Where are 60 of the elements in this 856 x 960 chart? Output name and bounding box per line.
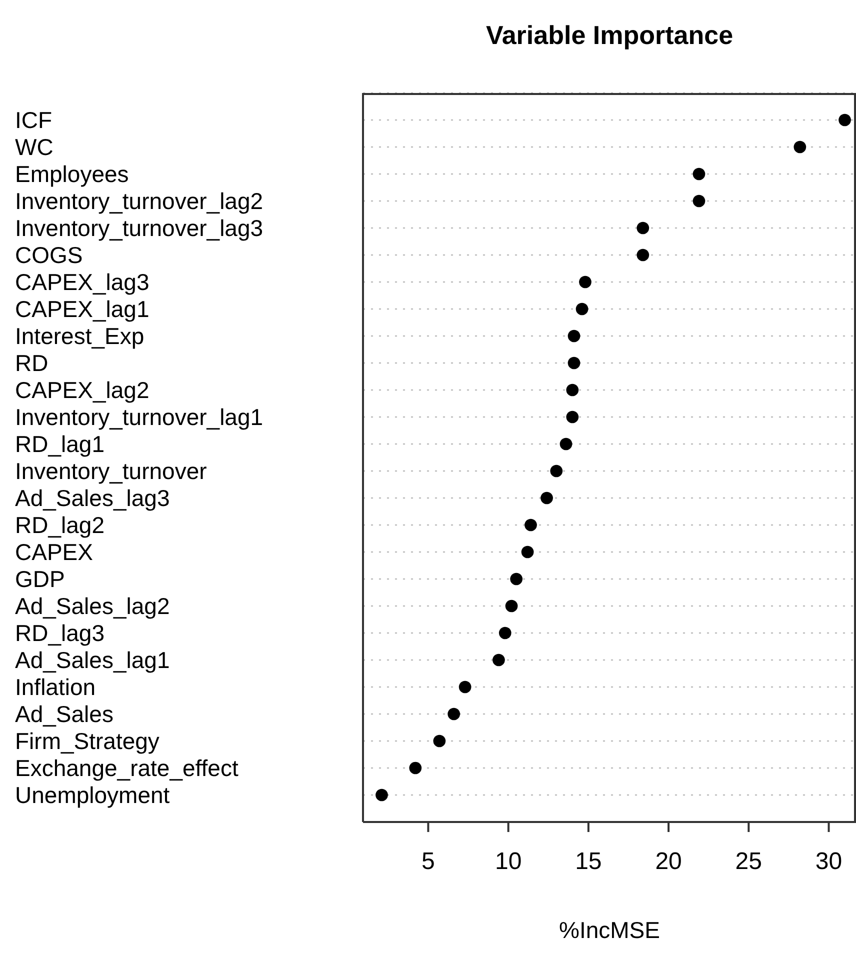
y-tick-label: Employees bbox=[15, 161, 129, 188]
y-tick-label: RD_lag2 bbox=[15, 512, 104, 538]
x-tick-label: 20 bbox=[655, 848, 682, 876]
y-tick-label: CAPEX_lag1 bbox=[15, 296, 150, 322]
chart-title: Variable Importance bbox=[484, 20, 734, 51]
y-tick-label: CAPEX_lag3 bbox=[15, 269, 150, 296]
point bbox=[505, 600, 518, 612]
point bbox=[636, 222, 650, 234]
y-tick-label: Inventory_turnover_lag1 bbox=[15, 404, 264, 430]
point bbox=[492, 654, 505, 666]
x-tick-label: 25 bbox=[735, 848, 762, 876]
y-tick-label: Unemployment bbox=[15, 782, 170, 808]
point bbox=[498, 626, 512, 640]
point bbox=[692, 168, 706, 180]
y-tick-label: Firm_Strategy bbox=[15, 728, 160, 754]
y-tick-label: Inventory_turnover_lag2 bbox=[15, 188, 264, 214]
y-tick-label: RD_lag3 bbox=[15, 620, 104, 646]
point bbox=[692, 194, 706, 208]
x-tick-label: 15 bbox=[575, 848, 602, 876]
y-tick-label: RD_lag1 bbox=[15, 431, 104, 458]
y-tick-label: GDP bbox=[15, 566, 65, 592]
y-tick-label: Inventory_turnover_lag3 bbox=[15, 215, 264, 242]
x-tick-label: 10 bbox=[494, 848, 522, 876]
y-tick-label: Ad_Sales bbox=[15, 701, 114, 728]
point bbox=[524, 518, 537, 532]
x-tick-label: 5 bbox=[422, 848, 435, 876]
point bbox=[433, 734, 446, 748]
y-tick-label: COGS bbox=[15, 242, 83, 268]
point bbox=[579, 276, 592, 288]
point bbox=[794, 140, 806, 154]
point bbox=[576, 302, 588, 316]
point bbox=[550, 464, 563, 478]
point bbox=[568, 330, 580, 342]
point bbox=[409, 762, 422, 774]
y-tick-label: Exchange_rate_effect bbox=[15, 755, 239, 782]
y-tick-label: Inflation bbox=[15, 674, 96, 700]
y-tick-label: ICF bbox=[15, 107, 52, 134]
y-tick-label: Ad_Sales_lag1 bbox=[15, 647, 170, 674]
point bbox=[448, 708, 460, 720]
point bbox=[560, 438, 572, 450]
point bbox=[376, 788, 388, 802]
point bbox=[566, 410, 579, 424]
y-tick-label: CAPEX_lag2 bbox=[15, 377, 150, 404]
point bbox=[540, 492, 553, 504]
y-tick-label: Ad_Sales_lag2 bbox=[15, 593, 170, 620]
point bbox=[568, 356, 580, 370]
y-tick-label: WC bbox=[15, 134, 54, 160]
y-tick-label: Ad_Sales_lag3 bbox=[15, 485, 170, 512]
point bbox=[838, 114, 851, 126]
x-tick-label: 30 bbox=[815, 848, 842, 876]
x-axis-title: %IncMSE bbox=[559, 917, 660, 943]
y-tick-label: CAPEX bbox=[15, 539, 93, 566]
point bbox=[636, 248, 650, 262]
point bbox=[510, 572, 523, 586]
y-tick-label: Inventory_turnover bbox=[15, 458, 208, 484]
y-tick-label: RD bbox=[15, 350, 48, 376]
point bbox=[521, 546, 534, 558]
y-tick-label: Interest_Exp bbox=[15, 323, 144, 350]
point bbox=[458, 680, 472, 694]
point bbox=[566, 384, 579, 396]
